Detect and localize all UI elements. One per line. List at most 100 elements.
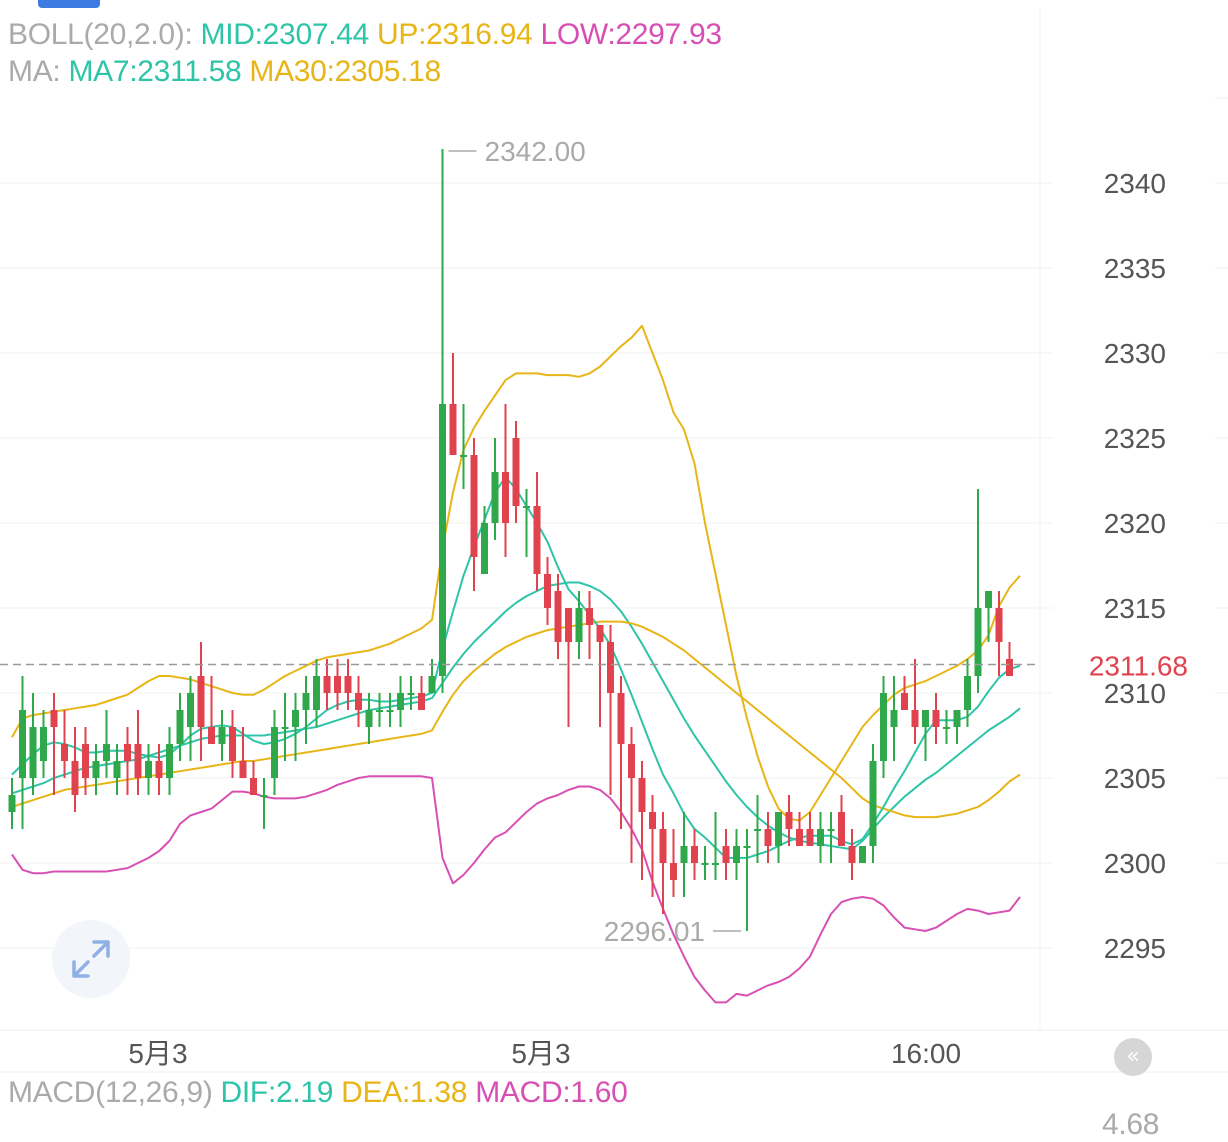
candle-up [880, 693, 887, 761]
candle-up [271, 727, 278, 778]
candle-down [239, 761, 247, 778]
candle-down [533, 506, 541, 574]
candle-down [71, 761, 79, 795]
macd-label: MACD(12,26,9) [8, 1076, 213, 1109]
boll-low-line [11, 775, 1021, 1004]
candle-down [638, 778, 646, 812]
expand-arrows-icon [72, 940, 110, 978]
candle-down [449, 404, 457, 455]
candle-up [397, 693, 404, 710]
candle-down [722, 846, 730, 863]
candle-up [775, 812, 782, 846]
boll-legend: BOLL(20,2.0): MID:2307.44 UP:2316.94 LOW:22… [8, 18, 730, 52]
candle-up [281, 727, 289, 729]
candle-up [827, 829, 835, 831]
candle-down [61, 744, 68, 761]
candle-down [334, 676, 341, 693]
y-tick-label: 2295 [1104, 933, 1166, 964]
candle-up [313, 676, 320, 710]
candle-up [113, 761, 121, 778]
macd-legend: MACD(12,26,9) DIF:2.19 DEA:1.38 MACD:1.60 [8, 1076, 636, 1110]
candle-up [575, 608, 583, 642]
candle-up [953, 710, 961, 727]
candles [8, 149, 1013, 931]
candle-up [218, 727, 226, 744]
candle-down [344, 676, 352, 693]
candle-up [481, 523, 488, 574]
boll-low-value: LOW:2297.93 [540, 18, 722, 51]
candle-up [386, 710, 394, 712]
y-tick-label: 2320 [1104, 508, 1166, 539]
expand-button[interactable] [52, 920, 130, 998]
candle-down [785, 812, 793, 829]
candle-down [911, 710, 919, 727]
candle-up [8, 795, 16, 812]
candle-up [176, 710, 184, 744]
candle-up [922, 710, 929, 727]
grid-lines [0, 10, 1228, 1073]
candle-up [869, 761, 877, 846]
candle-down [1006, 659, 1013, 676]
y-tick-label: 2300 [1104, 848, 1166, 879]
candle-up [890, 710, 898, 727]
candle-down [838, 812, 845, 846]
ma-legend: MA: MA7:2311.58 MA30:2305.18 [8, 55, 449, 89]
candle-up [985, 591, 992, 608]
candle-down [932, 710, 940, 727]
candle-down [901, 693, 908, 710]
candle-up [460, 455, 467, 457]
candle-up [523, 506, 530, 508]
candle-down [50, 710, 58, 727]
y-tick-label: 2305 [1104, 763, 1166, 794]
candle-down [596, 625, 604, 642]
x-tick-label: 5月3 [128, 1038, 187, 1069]
candle-down [544, 574, 551, 608]
candle-up [29, 727, 37, 778]
candle-down [806, 829, 814, 846]
candle-down [659, 829, 667, 863]
candle-up [428, 676, 436, 693]
y-tick-label: 2340 [1104, 168, 1166, 199]
macd-dif-value: DIF:2.19 [220, 1076, 334, 1109]
candle-down [995, 608, 1003, 642]
candle-down [82, 744, 89, 778]
min-price-label: 2296.01 [604, 916, 705, 947]
ma-label: MA: [8, 55, 61, 88]
candle-down [124, 744, 131, 761]
ma7-line [11, 476, 1021, 859]
candle-up [292, 710, 299, 727]
ma30-line [11, 620, 1021, 819]
ma30-value: MA30:2305.18 [249, 55, 441, 88]
candle-up [733, 846, 740, 863]
candle-down [565, 608, 572, 642]
annotations: 2311.68 2342.00 2296.01 [0, 136, 1228, 947]
macd-value: MACD:1.60 [475, 1076, 628, 1109]
candle-up [439, 404, 446, 676]
candle-up [260, 795, 268, 797]
candle-down [355, 693, 362, 710]
candle-up [701, 863, 709, 865]
candle-down [197, 676, 205, 727]
candle-down [796, 829, 803, 846]
candle-up [302, 693, 310, 710]
candle-down [586, 608, 593, 625]
active-tab-indicator [38, 0, 100, 8]
candle-down [155, 761, 163, 778]
candle-down [764, 829, 772, 846]
candle-down [670, 863, 677, 880]
k-circle-icon[interactable]: « [1114, 1038, 1152, 1076]
candle-up [19, 710, 26, 778]
candle-down [691, 846, 698, 863]
boll-up-value: UP:2316.94 [377, 18, 533, 51]
candle-down [134, 744, 142, 778]
candle-down [229, 727, 236, 761]
y-axis-ticks: 2340 2335 2330 2325 2320 2315 2310 2305 2300 2295 [1104, 168, 1166, 964]
macd-dea-value: DEA:1.38 [341, 1076, 468, 1109]
candle-down [607, 642, 614, 693]
macd-axis-value: 4.68 [1102, 1108, 1160, 1141]
candle-down [250, 778, 257, 795]
current-price-label: 2311.68 [1089, 650, 1188, 681]
candle-up [40, 727, 47, 761]
candle-down [628, 744, 635, 778]
